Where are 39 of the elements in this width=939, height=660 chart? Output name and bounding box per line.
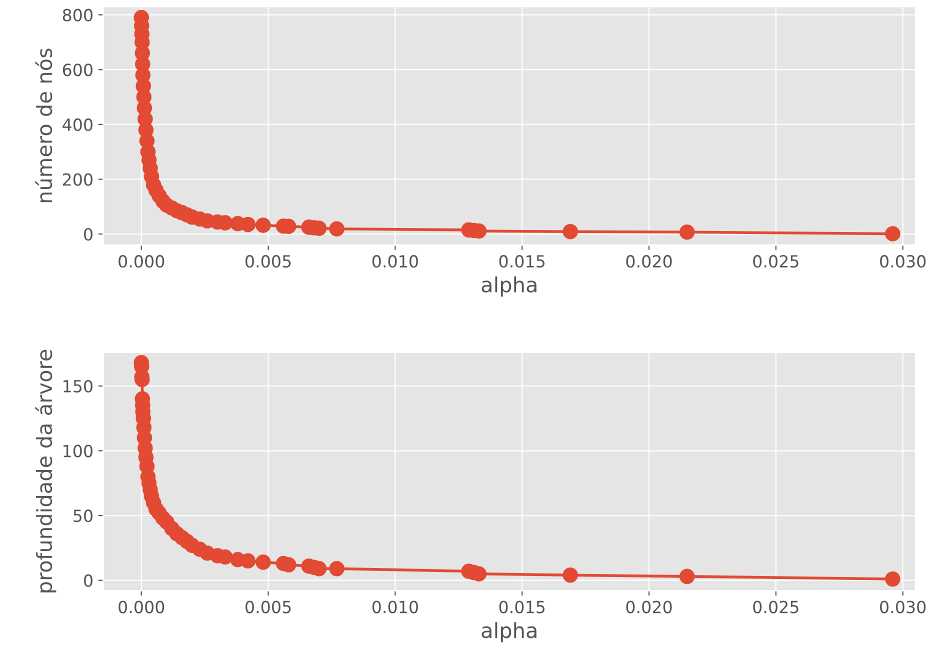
y-tick-label: 0 — [84, 574, 92, 587]
point — [679, 568, 695, 584]
x-tick-label: 0.000 — [118, 255, 164, 268]
point — [256, 218, 271, 233]
point — [240, 553, 256, 569]
point — [256, 554, 271, 570]
point — [885, 571, 900, 587]
x-tick-label: 0.020 — [626, 255, 672, 268]
x-axis-title: alpha — [482, 276, 536, 297]
x-tick-label: 0.010 — [372, 255, 418, 268]
x-tick-label: 0.000 — [118, 600, 164, 614]
point — [329, 221, 344, 236]
point — [679, 224, 695, 240]
point — [562, 568, 578, 583]
x-tick-label: 0.005 — [246, 255, 291, 268]
x-tick-label: 0.020 — [626, 600, 672, 614]
x-tick-label: 0.025 — [753, 255, 798, 268]
x-tick-label: 0.030 — [880, 600, 926, 614]
point — [329, 561, 344, 576]
x-tick-label: 0.015 — [499, 255, 544, 268]
point — [885, 226, 900, 242]
point — [240, 216, 256, 232]
x-tick-label: 0.030 — [880, 255, 926, 268]
y-tick-label: 100 — [64, 444, 92, 458]
y-tick-label: 50 — [74, 510, 92, 522]
x-tick-label: 0.010 — [372, 600, 418, 614]
y-tick-label: 200 — [62, 173, 92, 186]
y-tick-label: 800 — [62, 8, 92, 22]
x-tick-label: 0.005 — [246, 600, 291, 614]
y-tick-label: 400 — [62, 118, 92, 132]
x-tick-label: 0.025 — [753, 600, 798, 614]
y-tick-label: 150 — [64, 380, 92, 393]
y-tick-label: 600 — [62, 64, 92, 76]
y-axis-title: profundidade da árvore — [35, 350, 56, 592]
x-tick-label: 0.015 — [499, 600, 544, 614]
y-axis-title: número de nós — [35, 48, 52, 202]
y-tick-label: 0 — [84, 228, 92, 241]
x-axis-title: alpha — [482, 622, 536, 642]
point — [562, 224, 578, 240]
